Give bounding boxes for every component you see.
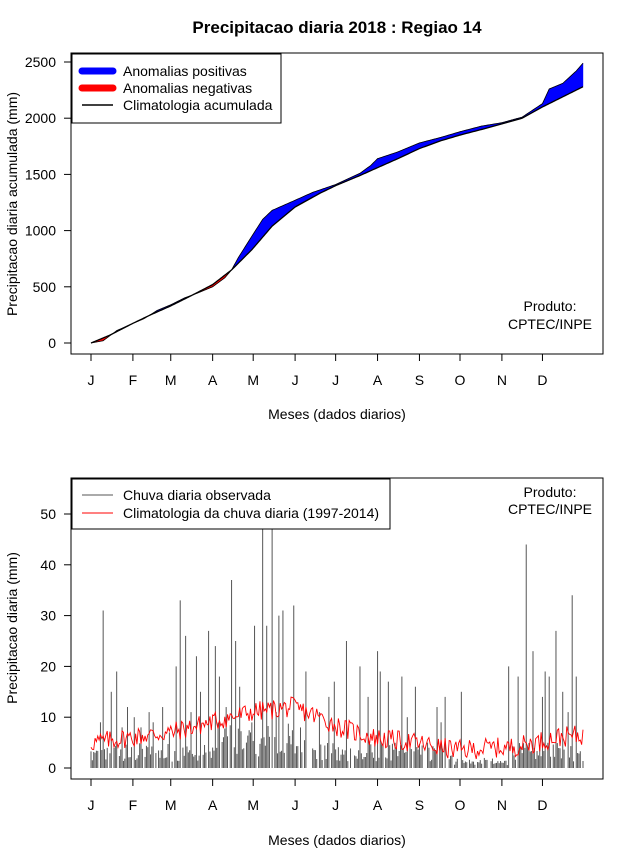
legend: Anomalias positivas Anomalias negativas … <box>71 53 282 124</box>
y-axis: 0 10 20 30 40 50 <box>40 506 72 776</box>
x-tick-label: M <box>165 797 177 813</box>
x-tick-label: F <box>129 797 138 813</box>
y-tick-label: 500 <box>33 279 57 295</box>
x-tick-label: J <box>332 797 339 813</box>
y-axis-label: Precipitacao diaria acumulada (mm) <box>4 92 20 316</box>
y-tick-label: 40 <box>40 557 56 573</box>
x-tick-label: J <box>332 372 339 388</box>
y-tick-label: 50 <box>40 506 56 522</box>
x-tick-label: O <box>455 372 466 388</box>
climatology-accumulated-line <box>90 86 584 344</box>
y-tick-label: 1000 <box>25 223 56 239</box>
y-axis-label: Precipitacao diaria (mm) <box>4 552 20 704</box>
x-tick-label: M <box>247 797 259 813</box>
x-tick-label: A <box>208 372 218 388</box>
y-tick-label: 30 <box>40 608 56 624</box>
chart-title: Precipitacao diaria 2018 : Regiao 14 <box>192 18 482 37</box>
product-label: Produto: <box>524 298 577 314</box>
legend-label-observed: Chuva diaria observada <box>123 487 271 503</box>
y-tick-label: 20 <box>40 658 56 674</box>
accumulated-precipitation-chart: 0 500 1000 1500 2000 2500 J F M A M J J A S O N D Meses … <box>4 52 604 422</box>
x-tick-label: D <box>537 372 547 388</box>
negative-anomaly-fill <box>90 269 232 344</box>
x-axis-label: Meses (dados diarios) <box>268 406 406 422</box>
y-axis: 0 500 1000 1500 2000 2500 <box>25 54 72 351</box>
x-axis-label: Meses (dados diarios) <box>268 832 406 848</box>
climatology-daily-line <box>90 696 584 760</box>
x-tick-label: F <box>129 372 138 388</box>
y-tick-label: 0 <box>48 335 56 351</box>
x-tick-label: D <box>537 797 547 813</box>
x-tick-label: J <box>292 797 299 813</box>
x-tick-label: N <box>497 372 507 388</box>
legend-label-climatology: Climatologia da chuva diaria (1997-2014) <box>123 505 379 521</box>
observed-accumulated-line <box>90 62 584 344</box>
product-source: CPTEC/INPE <box>508 316 592 332</box>
legend-box <box>71 478 391 530</box>
x-tick-label: M <box>165 372 177 388</box>
negative-anomaly-area <box>90 269 232 344</box>
x-tick-label: J <box>88 797 95 813</box>
y-tick-label: 2500 <box>25 54 56 70</box>
legend: Chuva diaria observada Climatologia da c… <box>71 478 391 530</box>
x-tick-label: S <box>415 372 424 388</box>
legend-label-negative: Anomalias negativas <box>123 80 252 96</box>
x-tick-label: S <box>415 797 424 813</box>
y-tick-label: 0 <box>48 760 56 776</box>
x-tick-label: M <box>247 372 259 388</box>
observed-daily-bars <box>90 529 584 768</box>
product-source: CPTEC/INPE <box>508 501 592 517</box>
x-tick-label: A <box>373 797 383 813</box>
x-tick-label: A <box>208 797 218 813</box>
y-tick-label: 2000 <box>25 110 56 126</box>
y-tick-label: 1500 <box>25 166 56 182</box>
x-tick-label: J <box>88 372 95 388</box>
daily-precipitation-chart: 0 10 20 30 40 50 J F M A M J J A S O N D Meses (dados di… <box>4 477 604 848</box>
product-label: Produto: <box>524 484 577 500</box>
x-tick-label: A <box>373 372 383 388</box>
legend-label-positive: Anomalias positivas <box>123 63 247 79</box>
legend-label-climatology: Climatologia acumulada <box>123 97 273 113</box>
x-tick-label: O <box>455 797 466 813</box>
x-tick-label: J <box>292 372 299 388</box>
x-tick-label: N <box>497 797 507 813</box>
y-tick-label: 10 <box>40 709 56 725</box>
